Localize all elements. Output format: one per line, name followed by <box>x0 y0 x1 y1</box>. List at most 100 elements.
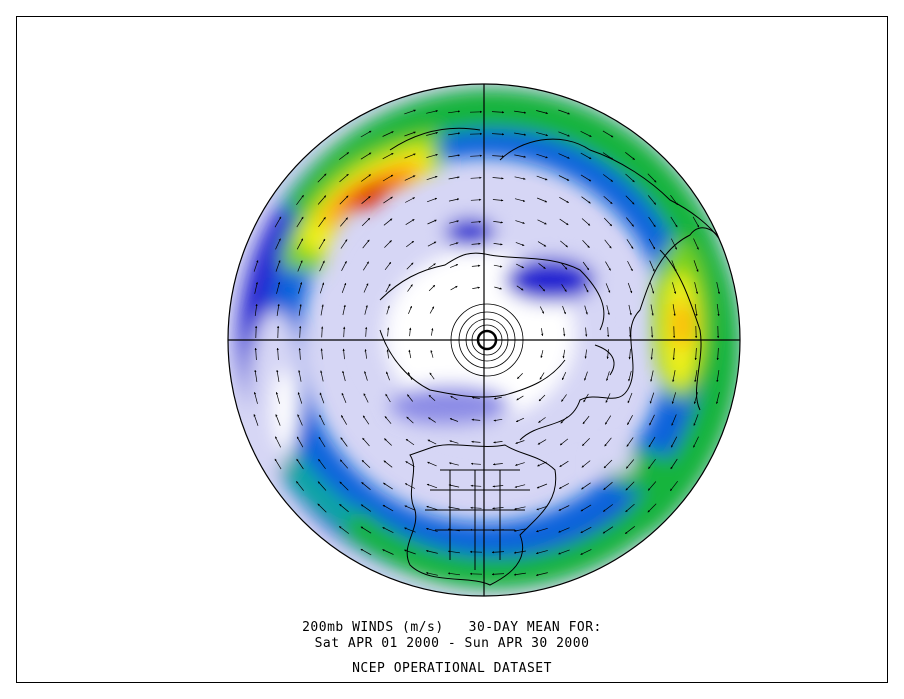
plot-frame <box>16 16 888 683</box>
wind-arrow <box>296 194 304 206</box>
wind-arrow <box>447 572 461 576</box>
wind-arrow <box>404 549 416 555</box>
wind-arrow <box>563 327 566 337</box>
wind-arrow <box>383 482 393 490</box>
wind-arrow <box>426 153 438 158</box>
wind-arrow <box>493 243 503 246</box>
wind-arrow <box>582 261 590 271</box>
wind-arrow <box>537 219 547 225</box>
wind-arrow <box>562 305 566 315</box>
wind-arrow <box>426 527 438 532</box>
wind-arrow <box>408 349 412 359</box>
wind-arrow <box>647 481 657 491</box>
wind-arrow <box>470 484 482 487</box>
wind-arrow <box>625 503 635 513</box>
wind-arrow <box>471 418 481 421</box>
wind-arrow <box>515 242 525 246</box>
wind-arrow <box>626 239 634 249</box>
wind-arrow <box>275 414 281 426</box>
wind-arrow <box>580 130 592 138</box>
wind-arrow <box>318 458 326 470</box>
wind-arrow <box>581 218 591 226</box>
wind-arrow <box>431 328 434 336</box>
wind-arrow <box>628 348 631 360</box>
wind-arrow <box>404 109 416 115</box>
wind-arrow <box>536 197 548 203</box>
wind-arrow <box>538 284 546 292</box>
wind-arrow <box>426 197 438 203</box>
wind-arrow <box>602 526 614 534</box>
wind-arrow <box>647 173 657 183</box>
wind-arrow <box>317 195 327 205</box>
wind-arrow <box>320 304 324 316</box>
wind-arrow <box>606 371 610 381</box>
wind-arrow <box>513 528 526 532</box>
wind-arrow <box>515 440 525 444</box>
wind-vectors <box>253 109 720 577</box>
wind-arrow <box>538 263 546 269</box>
wind-arrow <box>427 461 437 467</box>
wind-arrow <box>341 282 347 294</box>
wind-arrow <box>515 220 525 224</box>
wind-arrow <box>716 303 720 317</box>
wind-arrow <box>382 152 394 160</box>
wind-arrow <box>254 347 257 361</box>
wind-arrow <box>319 282 325 294</box>
wind-arrow <box>319 260 325 272</box>
wind-arrow <box>650 370 654 382</box>
wind-arrow <box>625 195 635 205</box>
wind-arrow <box>692 216 700 228</box>
wind-arrow <box>604 415 612 425</box>
wind-arrow <box>582 415 590 425</box>
wind-arrow <box>581 196 591 204</box>
wind-arrow <box>254 369 258 382</box>
wind-arrow <box>492 177 504 180</box>
wind-arrow <box>385 393 391 403</box>
wind-arrow <box>361 482 371 490</box>
wind-arrow <box>427 241 437 247</box>
wind-arrow <box>339 503 349 513</box>
wind-arrow <box>382 504 394 512</box>
wind-arrow <box>670 436 678 448</box>
wind-arrow <box>558 109 570 115</box>
wind-arrow <box>516 395 524 401</box>
wind-arrow <box>536 505 548 511</box>
wind-arrow <box>404 131 416 137</box>
wind-arrow <box>470 198 482 201</box>
wind-arrow <box>517 373 523 379</box>
wind-arrow <box>404 153 416 159</box>
wind-arrow <box>449 264 459 268</box>
wind-arrow <box>342 348 345 360</box>
wind-arrow <box>426 110 439 114</box>
wind-arrow <box>536 153 548 159</box>
wind-arrow <box>536 132 549 137</box>
wind-arrow <box>407 284 413 292</box>
wind-arrow <box>627 392 633 404</box>
wind-arrow <box>492 485 504 488</box>
wind-arrow <box>405 219 415 225</box>
wind-arrow <box>562 349 566 359</box>
wind-arrow <box>535 550 548 555</box>
wind-arrow <box>649 392 655 404</box>
wind-arrow <box>448 132 461 136</box>
wind-arrow <box>276 303 280 316</box>
wind-arrow <box>694 370 698 383</box>
wind-arrow <box>493 396 502 400</box>
wind-arrow <box>626 437 634 447</box>
wind-arrow <box>535 572 548 577</box>
map-boundary <box>227 83 741 597</box>
wind-arrow <box>650 348 653 360</box>
wind-arrow <box>470 462 481 465</box>
wind-arrow <box>514 132 527 136</box>
wind-arrow <box>426 175 438 181</box>
wind-arrow <box>449 242 459 246</box>
wind-arrow <box>449 440 459 444</box>
wind-arrow <box>606 305 610 316</box>
wind-arrow <box>386 305 390 315</box>
wind-arrow <box>514 506 526 510</box>
coastlines <box>379 127 726 586</box>
wind-arrow <box>537 241 547 247</box>
caption-title: 200mb WINDS (m/s) 30-DAY MEAN FOR: <box>302 620 602 635</box>
wind-arrow <box>514 198 526 202</box>
wind-arrow <box>514 154 526 158</box>
